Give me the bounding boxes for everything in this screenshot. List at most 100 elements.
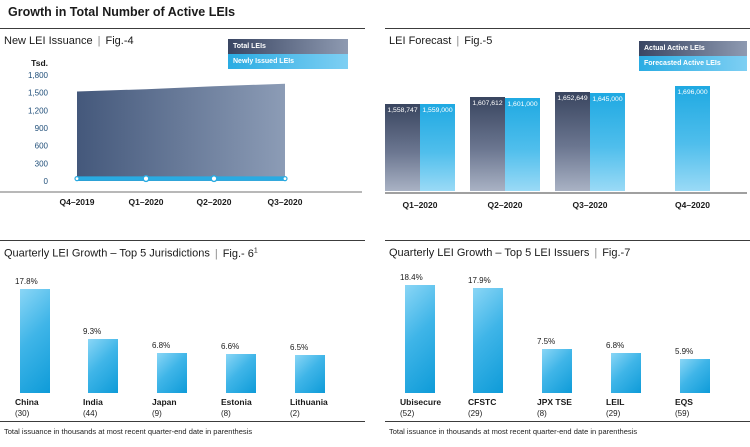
x-axis-label: Q4–2019 (60, 197, 95, 207)
chart-title: Quarterly LEI Growth – Top 5 Jurisdictio… (4, 247, 210, 260)
bar-value-label: 18.4% (400, 273, 423, 283)
actual-bar: 1,652,649 (555, 91, 590, 191)
x-axis-label: Q2–2020 (197, 197, 232, 207)
growth-bar (88, 338, 118, 393)
bar-column: 6.8% Japan (9) (151, 271, 217, 418)
legend-label: Newly Issued LEIs (233, 58, 295, 65)
bar-value-label: 6.5% (290, 343, 309, 352)
newly-issued-leis-marker (74, 176, 80, 182)
category-count-label: (30) (15, 409, 30, 418)
bar-column: 5.9% EQS (59) (674, 271, 740, 418)
growth-bar (226, 354, 256, 393)
category-label: JPX TSE (537, 397, 572, 407)
panel-lei-forecast: 1,558,747 1,559,000 Q1–2020 1,607,612 1,601,… (385, 28, 750, 240)
panel-header: LEI Forecast | Fig.-5 (389, 35, 492, 47)
bar-column: 6.5% Lithuania (2) (289, 271, 355, 418)
area-chart-new-lei-issuance: Tsd. 1,800 1,500 1,200 900 600 300 0 Q4–2019 Q1–2… (0, 29, 365, 241)
category-label: LEIL (606, 397, 625, 407)
panel-new-lei-issuance: Tsd. 1,800 1,500 1,200 900 600 300 0 Q4–2019 Q1–2… (0, 28, 365, 240)
category-label: Lithuania (290, 397, 328, 407)
figure-label: Fig.-5 (464, 35, 493, 47)
category-label: Japan (152, 397, 177, 407)
bar-value-label: 6.8% (606, 341, 625, 351)
legend-label: Forecasted Active LEIs (644, 60, 721, 67)
forecast-bar: 1,601,000 (505, 98, 540, 191)
y-axis-tick-label: 300 (35, 159, 49, 168)
category-count-label: (52) (400, 409, 415, 418)
bar-column: 6.6% Estonia (8) (220, 271, 286, 418)
legend: Total LEIs Newly Issued LEIs (228, 39, 348, 69)
bar-value-label: 17.8% (15, 276, 38, 286)
forecast-bar: 1,645,000 (590, 92, 625, 191)
legend-item-newly-issued-leis: Newly Issued LEIs (228, 54, 348, 69)
chart-title: LEI Forecast (389, 35, 452, 47)
panel-top5-lei-issuers: Quarterly LEI Growth – Top 5 LEI Issuers… (385, 240, 750, 446)
bar-value-label: 6.8% (152, 341, 171, 351)
bar-group: 1,652,649 1,645,000 (555, 29, 625, 191)
growth-bar (542, 349, 572, 393)
header-divider: | (456, 35, 460, 47)
category-count-label: (29) (468, 409, 483, 418)
bar-group: 1,558,747 1,559,000 (385, 29, 455, 191)
legend-label: Actual Active LEIs (644, 45, 705, 52)
bar-value-label: 9.3% (83, 326, 102, 336)
footnote-divider (0, 421, 365, 422)
category-label: CFSTC (468, 397, 497, 407)
chart-title: New LEI Issuance (4, 35, 93, 47)
figure-footnote-marker: 1 (253, 247, 258, 254)
newly-issued-leis-marker (210, 175, 218, 183)
bar-value-label: 1,559,000 (422, 106, 453, 114)
page-title: Growth in Total Number of Active LEIs (8, 5, 236, 19)
legend-item-total-leis: Total LEIs (228, 39, 348, 54)
y-axis-tick-label: 1,500 (28, 89, 49, 98)
x-axis-line (385, 192, 747, 194)
y-axis-tick-label: 1,800 (28, 71, 49, 80)
growth-bar (473, 288, 503, 393)
bar-value-label: 6.6% (221, 342, 240, 352)
area-chart-svg: Tsd. 1,800 1,500 1,200 900 600 300 0 Q4–2019 Q1–2… (0, 58, 362, 207)
legend-item-actual-active-leis: Actual Active LEIs (639, 41, 747, 56)
x-axis-label: Q1–2020 (402, 200, 438, 210)
category-label: Estonia (221, 397, 252, 407)
legend-item-forecasted-active-leis: Forecasted Active LEIs (639, 56, 747, 71)
bar-value-label: 1,696,000 (677, 88, 708, 96)
bar-group: 1,696,000 (640, 29, 710, 191)
forecast-bar: 1,559,000 (420, 103, 455, 191)
bar-column: 9.3% India (44) (82, 271, 148, 418)
footnote-divider (385, 421, 750, 422)
category-label: EQS (675, 397, 693, 407)
panel-header: Quarterly LEI Growth – Top 5 Jurisdictio… (4, 247, 258, 260)
bar-chart-top5-jurisdictions: 17.8% China (30) 9.3% India (44) 6.8% Japan (9) 6… (0, 241, 365, 447)
legend: Actual Active LEIs Forecasted Active LEI… (639, 41, 747, 71)
category-label: India (83, 397, 103, 407)
y-axis-title: Tsd. (31, 58, 48, 68)
x-axis-label: Q3–2020 (572, 200, 608, 210)
y-axis-tick-label: 600 (35, 142, 49, 151)
bar-chart-top5-lei-issuers: 18.4% Ubisecure (52) 17.9% CFSTC (29) 7.5% JPX … (385, 241, 750, 447)
y-axis-tick-label: 0 (44, 177, 49, 186)
forecast-bar: 1,696,000 (675, 85, 710, 191)
header-divider: | (594, 247, 598, 259)
category-label: China (15, 397, 39, 407)
legend-label: Total LEIs (233, 43, 266, 50)
bar-value-label: 1,601,000 (507, 101, 538, 109)
bar-chart-lei-forecast: 1,558,747 1,559,000 Q1–2020 1,607,612 1,601,… (385, 29, 750, 241)
actual-bar: 1,607,612 (470, 97, 505, 191)
category-label: Ubisecure (400, 397, 442, 407)
panel-header: Quarterly LEI Growth – Top 5 LEI Issuers… (389, 247, 630, 259)
x-axis-label: Q2–2020 (487, 200, 523, 210)
y-axis-tick-label: 900 (35, 124, 49, 133)
category-count-label: (59) (675, 409, 690, 418)
bar-column: 18.4% Ubisecure (52) (399, 271, 465, 418)
newly-issued-leis-marker (142, 175, 150, 183)
header-divider: | (97, 35, 101, 47)
bar-value-label: 1,645,000 (592, 95, 623, 103)
category-count-label: (2) (290, 409, 300, 418)
category-count-label: (29) (606, 409, 621, 418)
footnote: Total issuance in thousands at most rece… (389, 427, 638, 436)
bar-value-label: 1,558,747 (387, 106, 418, 114)
category-count-label: (9) (152, 409, 162, 418)
growth-bar (611, 353, 641, 393)
bar-group: 1,607,612 1,601,000 (470, 29, 540, 191)
category-count-label: (44) (83, 409, 98, 418)
